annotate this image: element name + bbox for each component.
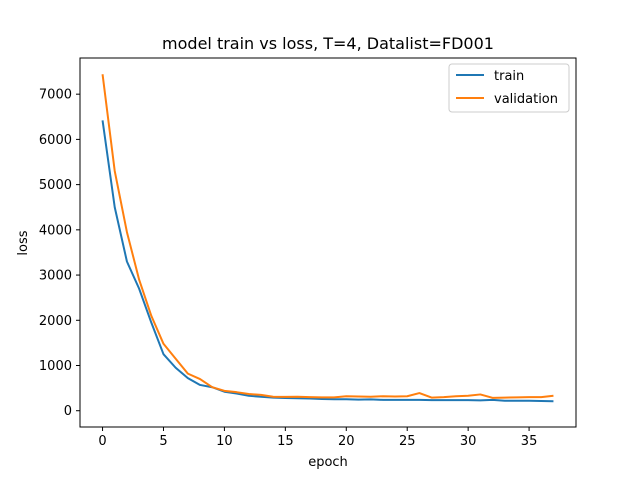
x-tick-label: 15	[277, 434, 294, 449]
y-tick-label: 3000	[39, 269, 72, 284]
x-tick-label: 5	[159, 434, 167, 449]
x-tick-label: 0	[98, 434, 106, 449]
series-line-train	[101, 120, 554, 403]
y-tick-label: 1000	[39, 359, 72, 374]
legend-label-validation: validation	[494, 92, 558, 107]
y-axis-label: loss	[16, 230, 31, 255]
x-tick-label: 20	[338, 434, 355, 449]
y-tick-label: 0	[64, 404, 72, 419]
plot-area	[79, 57, 577, 428]
x-axis: 0 5 10 15 20 25 30 35	[98, 427, 537, 449]
plot-frame	[79, 57, 577, 428]
y-tick-label: 4000	[39, 223, 72, 238]
y-tick-label: 2000	[39, 314, 72, 329]
y-tick-label: 7000	[39, 88, 72, 103]
series-line-validation	[101, 74, 554, 399]
x-tick-label: 25	[399, 434, 416, 449]
y-axis: 0 1000 2000 3000 4000 5000 6000 7000	[39, 88, 80, 419]
x-axis-label: epoch	[308, 455, 348, 470]
y-tick-label: 5000	[39, 178, 72, 193]
legend: train validation	[448, 63, 570, 113]
x-tick-label: 35	[521, 434, 538, 449]
chart-title: model train vs loss, T=4, Datalist=FD001	[162, 34, 494, 53]
x-tick-label: 10	[216, 434, 233, 449]
y-tick-label: 6000	[39, 133, 72, 148]
legend-label-train: train	[494, 69, 524, 84]
series-layer	[101, 74, 554, 403]
x-tick-label: 30	[460, 434, 477, 449]
